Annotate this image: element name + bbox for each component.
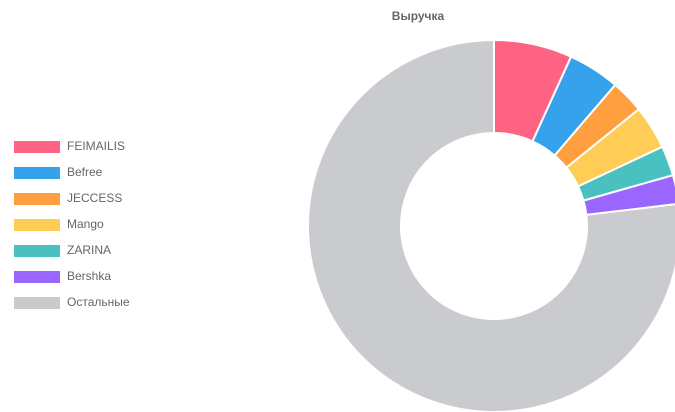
doughnut-slice bbox=[307, 38, 675, 412]
legend-swatch bbox=[14, 167, 60, 179]
legend-label: Mango bbox=[67, 217, 104, 231]
chart-title: Выручка bbox=[392, 9, 445, 23]
legend-swatch bbox=[14, 297, 60, 309]
legend-label: Bershka bbox=[67, 269, 111, 283]
legend-label: Остальные bbox=[67, 295, 130, 309]
legend-swatch bbox=[14, 219, 60, 231]
legend-label: JECCESS bbox=[67, 191, 122, 205]
legend-label: ZARINA bbox=[67, 243, 111, 257]
legend-label: Befree bbox=[67, 165, 103, 179]
legend-label: FEIMAILIS bbox=[67, 139, 125, 153]
legend-swatch bbox=[14, 141, 60, 153]
legend-swatch bbox=[14, 245, 60, 257]
legend-swatch bbox=[14, 271, 60, 283]
legend-swatch bbox=[14, 193, 60, 205]
